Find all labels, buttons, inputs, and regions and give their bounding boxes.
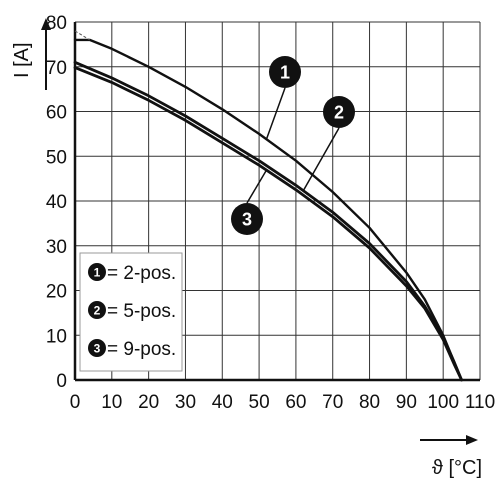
y-axis-title-group: I [A] — [11, 18, 51, 90]
legend-badge-1 — [88, 263, 106, 281]
x-tick-labels: 0 10 20 30 40 50 60 70 80 90 100 110 — [70, 392, 495, 413]
x-tick-label: 60 — [285, 392, 306, 413]
legend-number-2: 2 — [94, 304, 101, 318]
y-tick-label: 20 — [46, 282, 67, 303]
callout-leader-1 — [265, 87, 286, 140]
x-axis-title-group: ϑ [°C] — [420, 435, 482, 479]
x-tick-label: 110 — [465, 392, 495, 413]
callout-badge-1 — [269, 56, 301, 88]
legend-badge-3 — [88, 339, 106, 357]
series-callouts: 1 2 3 — [231, 56, 355, 235]
x-tick-label: 80 — [359, 392, 380, 413]
y-axis-arrowhead — [41, 18, 51, 30]
x-tick-label: 100 — [427, 392, 459, 413]
y-tick-label: 0 — [56, 371, 67, 392]
callout-leader-3 — [246, 169, 268, 204]
x-tick-label: 90 — [396, 392, 417, 413]
legend: 1 = 2-pos. 2 = 5-pos. 3 = 9-pos. — [79, 252, 183, 372]
callout-number-2: 2 — [334, 103, 344, 123]
x-tick-label: 0 — [70, 392, 81, 413]
legend-label-3: = 9-pos. — [107, 339, 176, 360]
callout-number-1: 1 — [280, 63, 290, 83]
y-tick-label: 10 — [46, 326, 67, 347]
callout-badge-2 — [323, 96, 355, 128]
legend-number-1: 1 — [94, 266, 101, 280]
y-tick-labels: 0 10 20 30 40 50 60 70 80 — [46, 13, 67, 392]
x-axis-arrowhead — [466, 435, 478, 445]
series-lines — [73, 30, 463, 382]
x-tick-label: 40 — [212, 392, 233, 413]
y-tick-label: 70 — [46, 58, 67, 79]
callout-number-3: 3 — [242, 210, 252, 230]
y-tick-label: 60 — [46, 103, 67, 124]
y-tick-label: 30 — [46, 237, 67, 258]
legend-badge-2 — [88, 301, 106, 319]
callout-leader-2 — [302, 127, 340, 192]
x-tick-label: 50 — [249, 392, 270, 413]
series-line-1 — [73, 38, 463, 382]
x-tick-label: 20 — [138, 392, 159, 413]
series-line-3 — [73, 66, 463, 382]
legend-number-3: 3 — [94, 342, 101, 356]
y-tick-label: 80 — [46, 13, 67, 34]
y-tick-label: 50 — [46, 147, 67, 168]
callout-badge-3 — [231, 203, 263, 235]
legend-label-1: = 2-pos. — [107, 263, 176, 284]
x-axis-title: ϑ [°C] — [432, 457, 482, 479]
y-tick-label: 40 — [46, 192, 67, 213]
y-axis-title: I [A] — [11, 42, 33, 78]
axes — [73, 22, 480, 382]
series-1-extension — [74, 30, 90, 41]
x-tick-label: 70 — [322, 392, 343, 413]
x-tick-label: 30 — [175, 392, 196, 413]
x-tick-label: 10 — [101, 392, 122, 413]
legend-label-2: = 5-pos. — [107, 301, 176, 322]
